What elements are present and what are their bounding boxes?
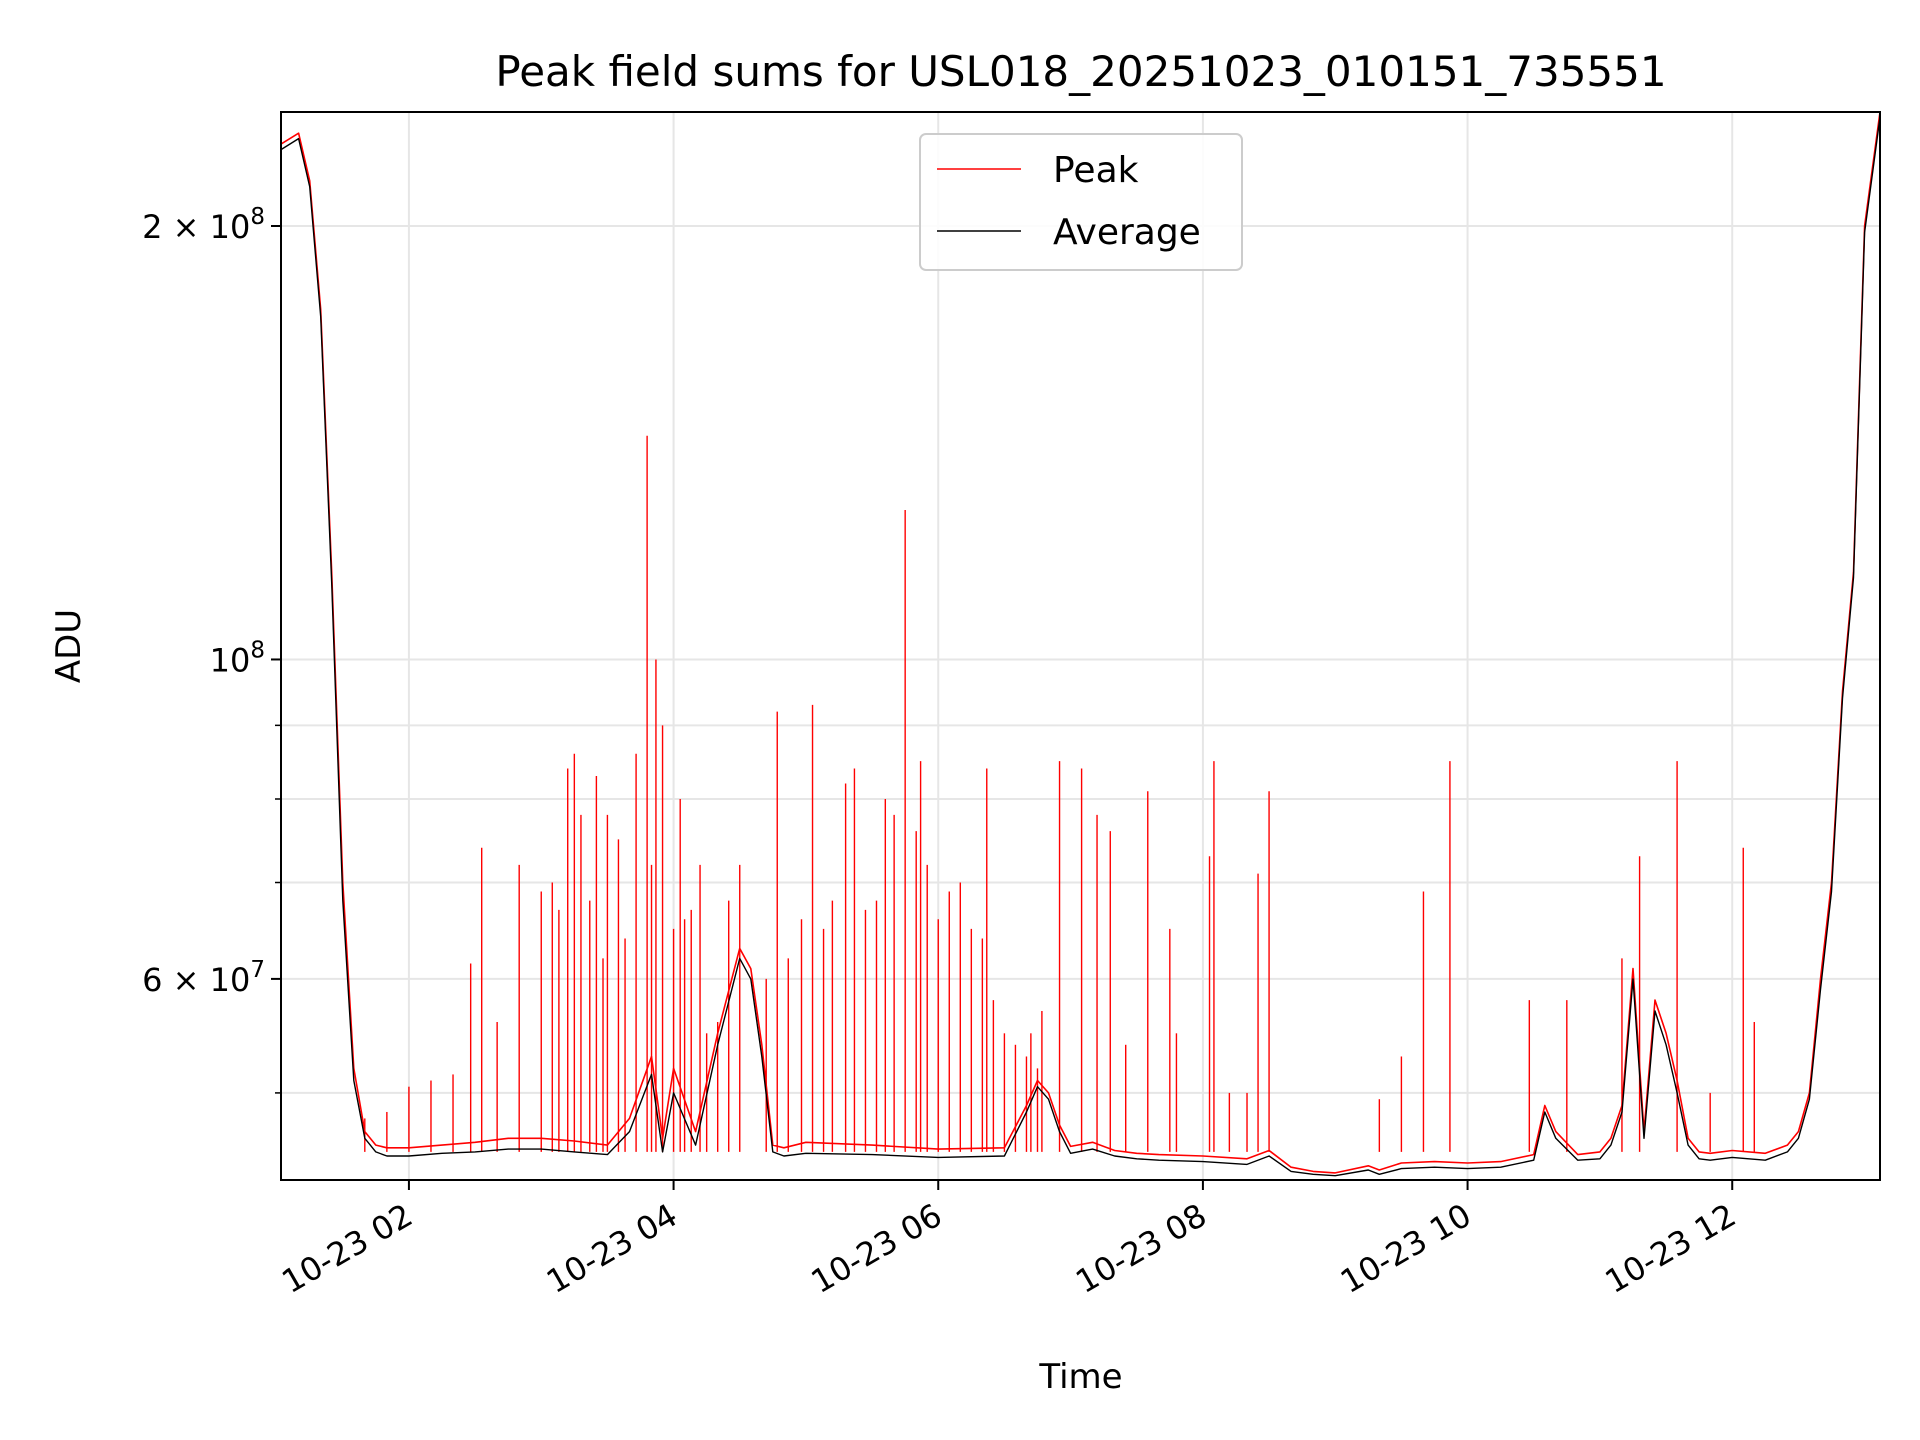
legend-box [919, 133, 1243, 271]
legend-label-average: Average [1053, 212, 1201, 253]
x-axis-label: Time [1038, 1357, 1122, 1397]
y-tick-label: 108 [210, 637, 265, 679]
y-tick-label: 6 × 107 [142, 957, 265, 999]
series-line-average [280, 117, 1881, 1177]
y-axis-ticks: 2 × 108 108 6 × 107 [142, 204, 281, 1094]
y-tick-label: 2 × 108 [142, 204, 265, 246]
axes-frame [280, 111, 1881, 1181]
chart-title: Peak field sums for USL018_20251023_0101… [495, 47, 1666, 96]
legend-label-peak: Peak [1053, 150, 1139, 191]
plot-area [280, 111, 1881, 1177]
grid-lines [281, 112, 1880, 1180]
y-axis-label: ADU [49, 609, 89, 683]
series-line-peak [280, 111, 1881, 1174]
legend: Peak Average [919, 133, 1243, 271]
